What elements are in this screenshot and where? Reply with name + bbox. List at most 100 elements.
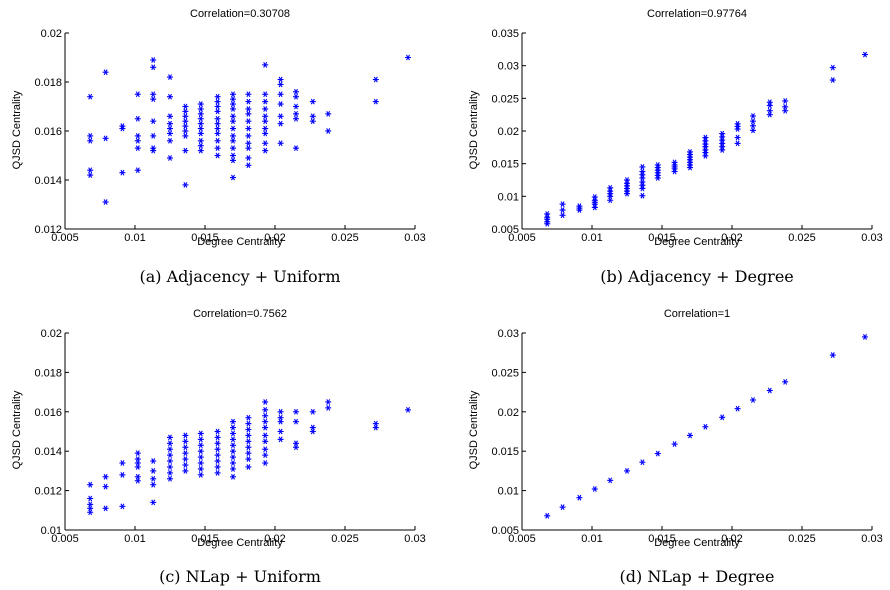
panel-c-data-point bbox=[309, 428, 316, 435]
panel-b-data-point bbox=[829, 77, 836, 83]
panel-c-data-point bbox=[262, 460, 269, 466]
panel-a-x-tick-label: 0.025 bbox=[331, 232, 359, 244]
panel-c-data-point bbox=[245, 456, 252, 462]
panel-c-ylabel: QJSD Centrality bbox=[11, 390, 23, 469]
panel-b-data-point bbox=[766, 102, 773, 109]
panel-b-data-point bbox=[750, 127, 756, 134]
panel-a-data-point bbox=[150, 147, 157, 154]
panel-b-data-point bbox=[766, 111, 773, 118]
panel-a-data-point bbox=[245, 98, 252, 105]
panel-b-data-point bbox=[702, 134, 709, 141]
panel-d-data-point bbox=[639, 459, 646, 466]
panel-c-data-point bbox=[262, 438, 269, 445]
panel-c-data-point bbox=[405, 406, 411, 413]
panel-a-data-point bbox=[182, 103, 189, 110]
panel-a-data-point bbox=[230, 113, 236, 120]
panel-a-data-point bbox=[277, 101, 284, 107]
panel-d: Correlation=1 Degree Centrality QJSD Cen… bbox=[468, 308, 883, 586]
panel-a-data-point bbox=[262, 98, 269, 105]
panel-a-data-point bbox=[293, 145, 299, 152]
panel-a-x-tick-label: 0.02 bbox=[264, 232, 285, 244]
panel-d-data-point bbox=[559, 504, 566, 511]
panel-a-data-point bbox=[134, 133, 141, 139]
panel-a-data-point bbox=[214, 98, 221, 105]
panel-c-data-point bbox=[230, 448, 236, 455]
panel-a-data-point bbox=[150, 64, 157, 71]
panel-c-data-point bbox=[293, 418, 299, 425]
panel-a-data-point bbox=[230, 145, 236, 152]
panel-b-data-point bbox=[782, 107, 789, 114]
panel-a-data-point bbox=[230, 157, 236, 164]
panel-c-data-point bbox=[214, 464, 221, 470]
panel-d-y-tick-label: 0.025 bbox=[491, 367, 519, 379]
panel-b-data-point bbox=[750, 113, 756, 119]
panel-d-y-tick-label: 0.03 bbox=[498, 328, 519, 340]
panel-c: Correlation=0.7562 Degree Centrality QJS… bbox=[11, 308, 426, 586]
panel-b-data-point bbox=[750, 122, 756, 129]
panel-a-title: Correlation=0.30708 bbox=[190, 8, 290, 20]
panel-d-data-point bbox=[766, 387, 773, 394]
panel-b-data-point bbox=[639, 182, 646, 189]
panel-c-data-point bbox=[277, 428, 284, 435]
panel-d-y-tick-label: 0.02 bbox=[498, 407, 519, 419]
panel-a-data-point bbox=[405, 54, 411, 61]
panel-a-data-point bbox=[214, 115, 221, 122]
panel-b-data-point bbox=[639, 171, 646, 178]
panel-a-y-tick-label: 0.012 bbox=[34, 224, 62, 236]
panel-b-data-point bbox=[624, 190, 630, 197]
panel-a-data-point bbox=[214, 103, 221, 110]
panel-a-data-point bbox=[197, 147, 204, 154]
panel-c-data-point bbox=[245, 420, 252, 427]
panel-d-xlabel: Degree Centrality bbox=[654, 537, 740, 549]
panel-a-data-point bbox=[167, 130, 173, 137]
panel-d-data-point bbox=[671, 441, 678, 447]
panel-b-data-point bbox=[671, 168, 678, 175]
panel-b-data-point bbox=[702, 137, 709, 144]
panel-c-x-tick-label: 0.02 bbox=[264, 533, 285, 545]
panel-a-data-point bbox=[119, 169, 126, 176]
panel-d-data-point bbox=[750, 397, 756, 403]
panel-a-data-point bbox=[134, 137, 141, 144]
panel-b-y-tick-label: 0.01 bbox=[498, 191, 519, 203]
panel-b-data-point bbox=[719, 133, 726, 140]
panel-a-data-point bbox=[197, 101, 204, 107]
panel-c-data-point bbox=[182, 450, 189, 457]
panel-c-data-point bbox=[230, 418, 236, 425]
panel-c-data-point bbox=[197, 448, 204, 455]
panel-c-y-tick-label: 0.012 bbox=[34, 486, 62, 498]
panel-c-data-point bbox=[119, 471, 126, 478]
panel-c-data-point bbox=[119, 503, 126, 510]
panel-c-data-point bbox=[372, 420, 379, 427]
panel-b-data-point bbox=[591, 194, 598, 200]
panel-a-data-point bbox=[197, 137, 204, 144]
panel-b-x-tick-label: 0.005 bbox=[508, 232, 536, 244]
panel-d-data-point bbox=[829, 352, 836, 358]
panel-c-data-point bbox=[182, 456, 189, 462]
panel-a-data-point bbox=[245, 162, 252, 169]
panel-c-data-point bbox=[262, 406, 269, 413]
panel-c-y-tick-label: 0.016 bbox=[34, 407, 62, 419]
panel-c-data-point bbox=[230, 454, 236, 460]
panel-b-data-point bbox=[734, 134, 741, 141]
panel-c-data-point bbox=[102, 473, 109, 480]
panel-c-data-point bbox=[134, 473, 141, 480]
panel-a-data-point bbox=[277, 140, 284, 147]
panel-c-data-point bbox=[119, 460, 126, 466]
panel-b-data-point bbox=[719, 137, 726, 144]
panel-a-data-point bbox=[150, 118, 157, 125]
panel-b-data-point bbox=[639, 185, 646, 192]
panel-b-data-point bbox=[687, 164, 693, 171]
panel-c-data-point bbox=[214, 440, 221, 447]
panel-d-data-point bbox=[591, 486, 598, 492]
panel-c-data-point bbox=[245, 438, 252, 445]
panel-c-x-tick-label: 0.015 bbox=[191, 533, 219, 545]
panel-d-plot: 0.005 0.01 0.015 0.02 0.025 0.03 0.005 0.01 0.01… bbox=[491, 328, 882, 545]
panel-a-data-point bbox=[277, 120, 284, 127]
panel-c-data-point bbox=[134, 477, 141, 484]
panel-d-x-tick-label: 0.03 bbox=[861, 533, 882, 545]
panel-c-data-point bbox=[167, 458, 173, 464]
panel-a-data-point bbox=[182, 123, 189, 129]
panel-c-data-point bbox=[150, 475, 157, 482]
panel-b-plot: 0.005 0.01 0.015 0.02 0.025 0.03 0.005 0.01 0.01… bbox=[491, 28, 882, 244]
